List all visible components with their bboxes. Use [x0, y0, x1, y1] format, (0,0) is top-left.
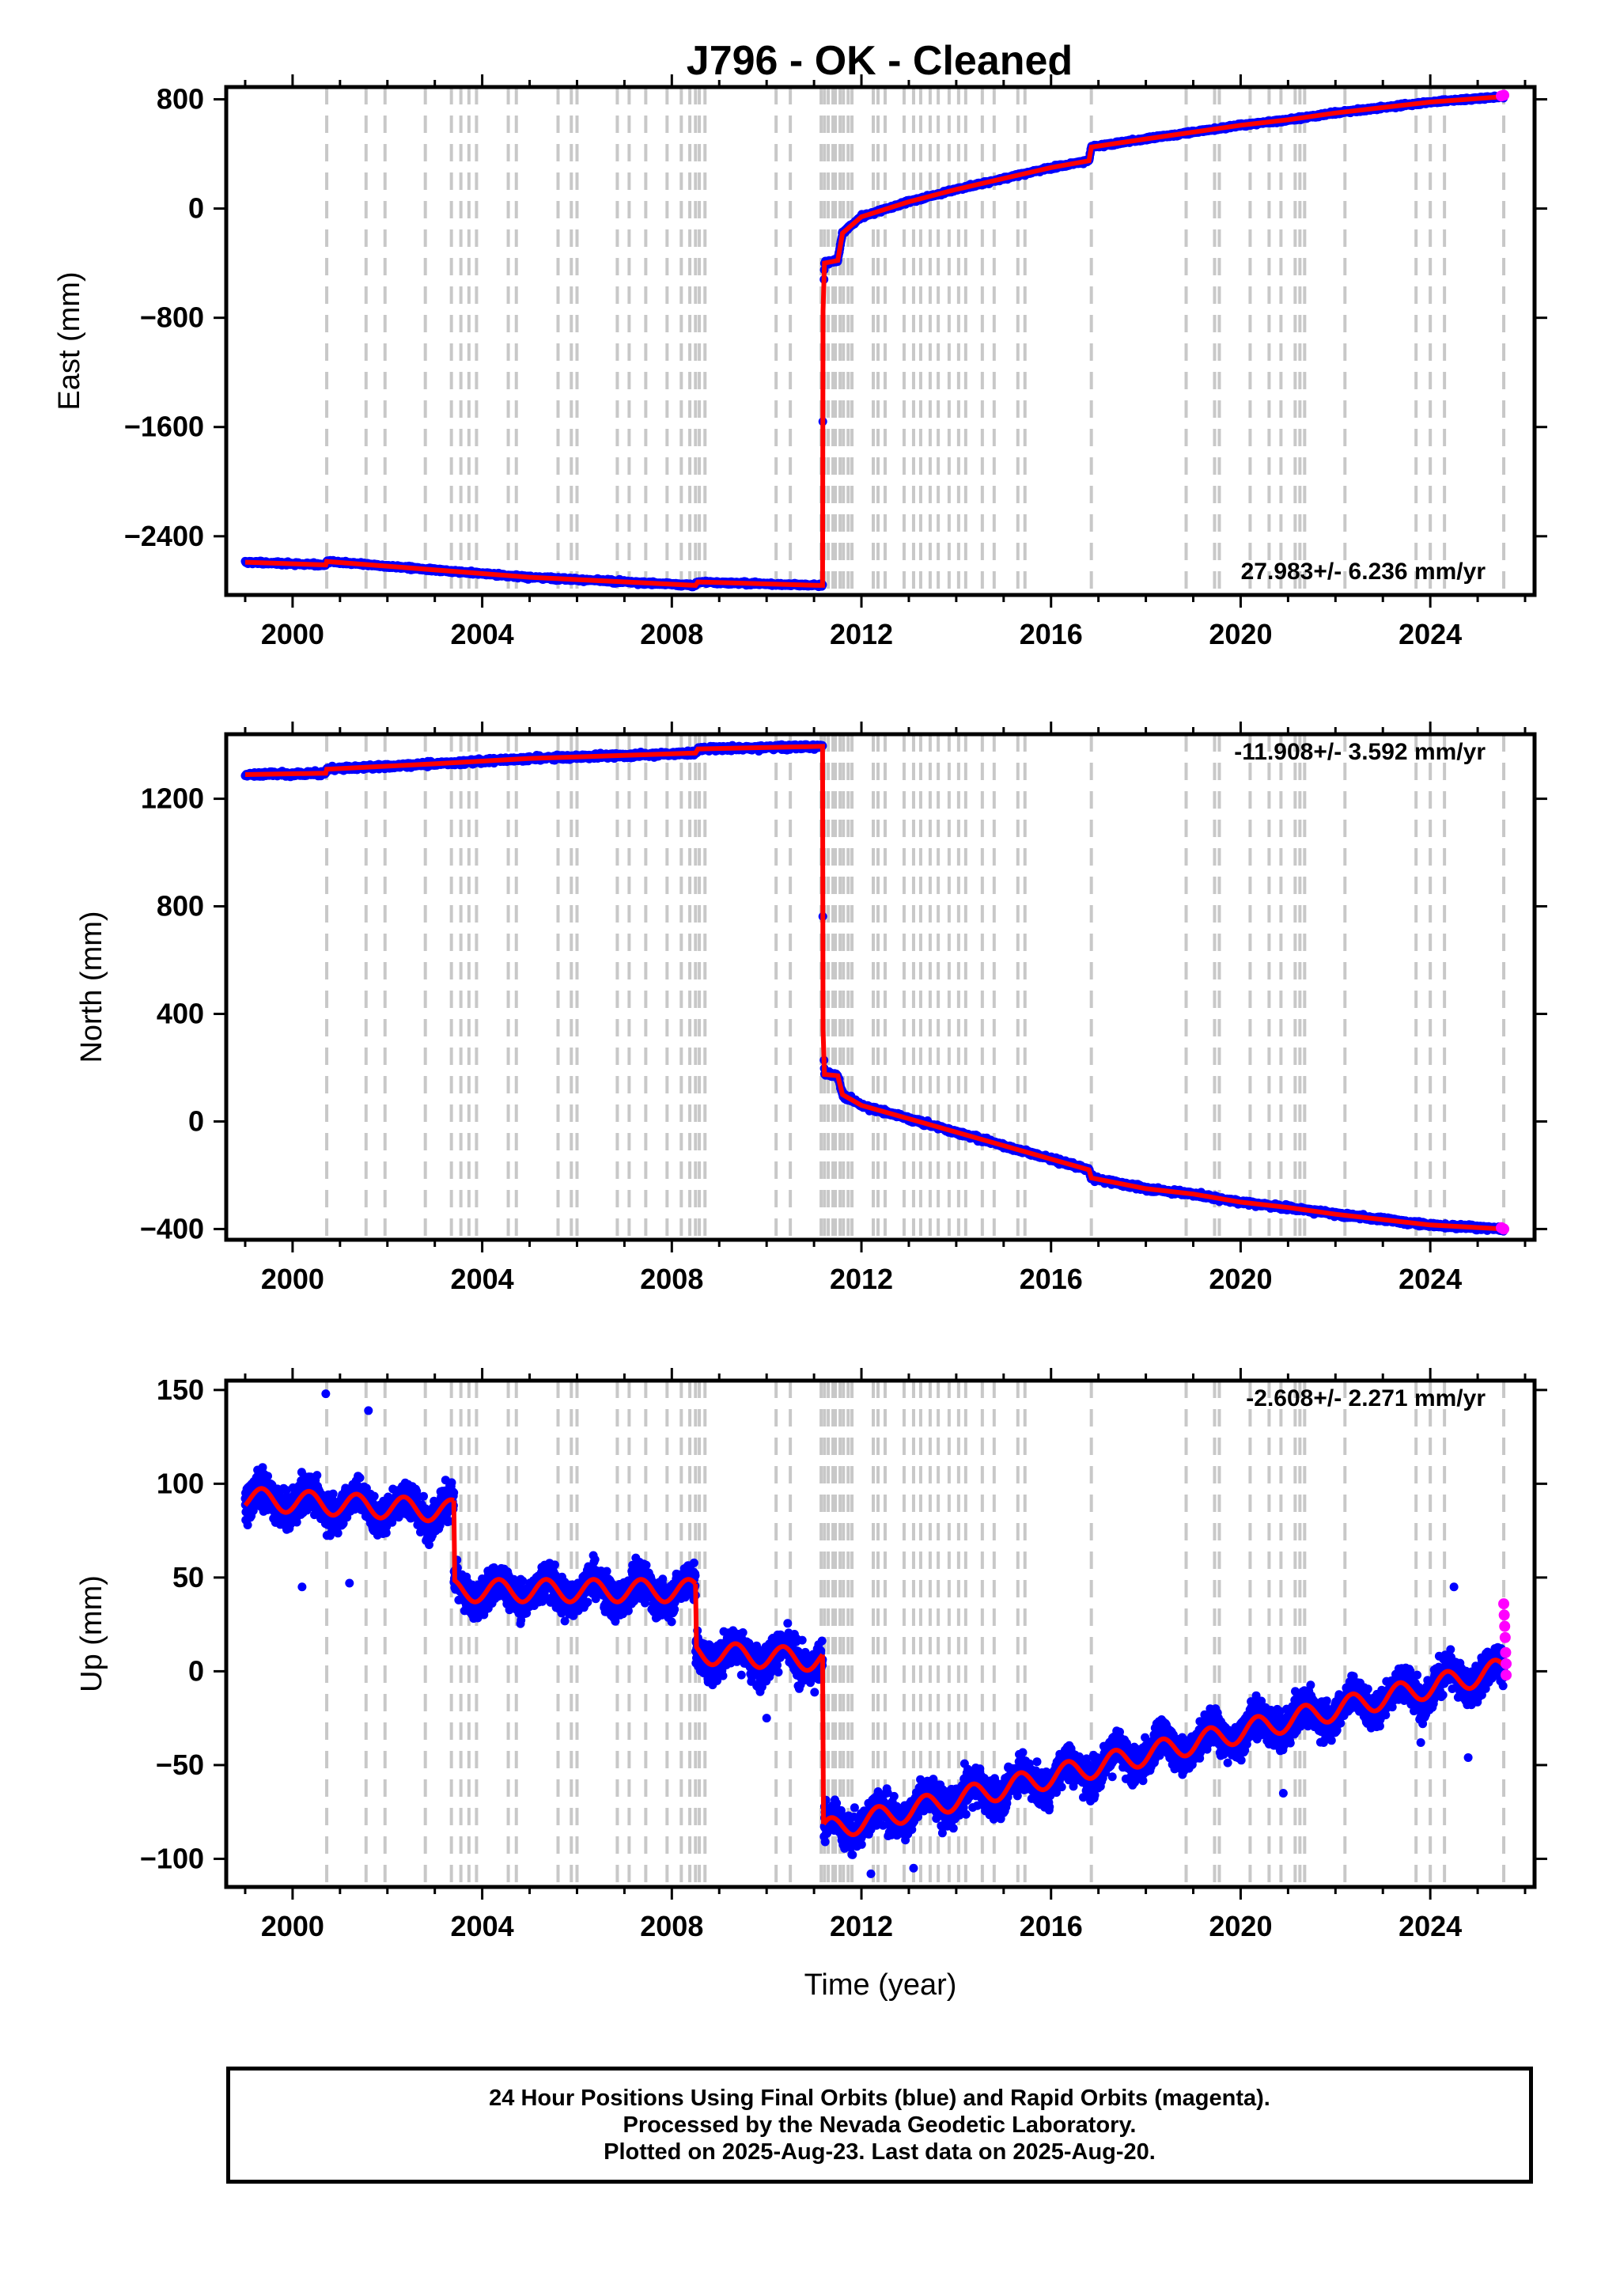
- velocity-annotation: 27.983+/- 6.236 mm/yr: [1241, 559, 1486, 585]
- final-orbit-points: [240, 740, 1508, 1236]
- plot-frame: [224, 85, 1537, 597]
- x-tick-label: 2000: [261, 618, 324, 650]
- figure-title: J796 - OK - Cleaned: [687, 38, 1073, 84]
- step-lines: [325, 734, 1506, 1240]
- rapid-orbit-point: [1498, 89, 1510, 101]
- model-path: [244, 94, 1504, 588]
- x-tick-label: 2020: [1209, 618, 1272, 650]
- x-tick-label: 2016: [1020, 618, 1083, 650]
- y-tick-label: −1600: [124, 411, 204, 443]
- x-tick-label: 2004: [451, 618, 514, 650]
- x-tick-label: 2008: [640, 618, 703, 650]
- y-tick-label: 0: [188, 192, 204, 225]
- x-tick-label: 2024: [1399, 618, 1462, 650]
- step-lines: [325, 87, 1506, 595]
- rapid-orbit-points: [1496, 89, 1510, 102]
- model-line: [244, 94, 1504, 588]
- y-tick-label: 800: [157, 83, 204, 116]
- y-axis-label: East (mm): [53, 271, 86, 410]
- east-panel: 800 0 −800 −1600 −2400 2000 2004 2008 2012 2016 20…: [53, 74, 1547, 650]
- x-tick-label: 2012: [830, 618, 893, 650]
- y-tick-label: −800: [140, 301, 204, 334]
- y-tick-label: −2400: [124, 520, 204, 552]
